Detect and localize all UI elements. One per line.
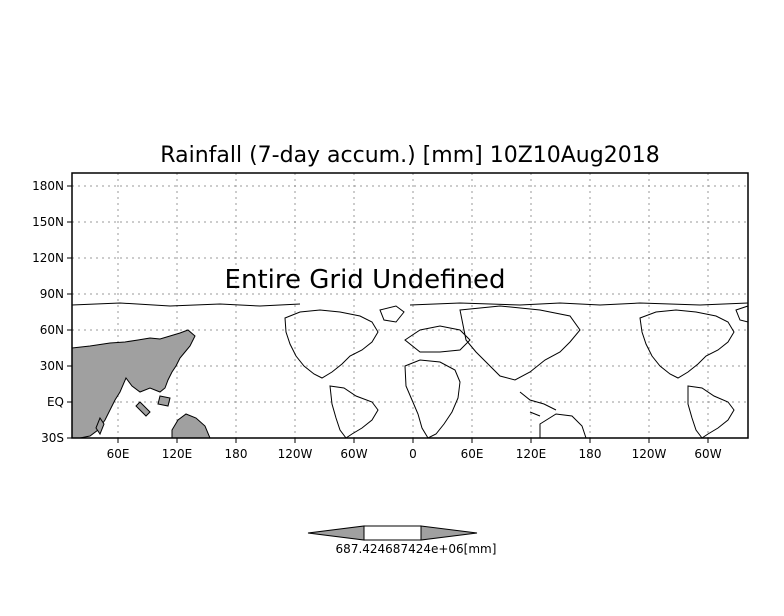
y-tick-label: 150N bbox=[32, 215, 64, 229]
x-tick-label: 180 bbox=[579, 447, 602, 461]
x-tick-label: 120W bbox=[278, 447, 313, 461]
map-title: Rainfall (7-day accum.) [mm] 10Z10Aug201… bbox=[160, 143, 659, 168]
x-tick-label: 120E bbox=[162, 447, 193, 461]
x-tick-label: 60E bbox=[461, 447, 484, 461]
colorbar-label: 687.424687424e+06[mm] bbox=[336, 542, 497, 556]
africa-outline bbox=[404, 359, 461, 439]
colorbar-left-arrow bbox=[307, 525, 365, 541]
map-frame bbox=[71, 172, 749, 439]
shaded-borneo bbox=[157, 395, 171, 407]
north-coast-east bbox=[409, 302, 749, 306]
north-america-outline-1 bbox=[284, 309, 379, 379]
y-tick-label: EQ bbox=[47, 395, 64, 409]
south-america-outline-2 bbox=[687, 385, 735, 439]
y-tick-label: 60N bbox=[40, 323, 64, 337]
x-tick-label: 120W bbox=[632, 447, 667, 461]
colorbar-right-arrow bbox=[420, 525, 478, 541]
x-tick-label: 60W bbox=[694, 447, 721, 461]
x-tick-label: 0 bbox=[409, 447, 417, 461]
se-asia-islands bbox=[519, 391, 557, 417]
shaded-sumatra bbox=[135, 401, 151, 417]
y-tick-label: 180N bbox=[32, 179, 64, 193]
x-tick-label: 180 bbox=[225, 447, 248, 461]
y-tick-label: 30S bbox=[41, 431, 64, 445]
x-axis-ticks: 60E 120E 180 120W 60W 0 60E 120E 180 120W 60W bbox=[107, 438, 722, 461]
shaded-eurasia-africa bbox=[71, 329, 196, 439]
y-axis-ticks: 180N 150N 120N 90N 60N 30N EQ 30S bbox=[32, 179, 72, 445]
map-area: Entire Grid Undefined bbox=[71, 172, 749, 439]
shaded-madagascar bbox=[95, 416, 105, 436]
undefined-grid-message: Entire Grid Undefined bbox=[225, 265, 506, 295]
y-tick-label: 30N bbox=[40, 359, 64, 373]
north-america-outline-2 bbox=[639, 309, 735, 379]
gridlines bbox=[72, 173, 748, 438]
x-tick-label: 120E bbox=[516, 447, 547, 461]
asia-outline bbox=[459, 305, 581, 381]
europe-outline bbox=[404, 325, 471, 353]
colorbar: 687.424687424e+06[mm] bbox=[307, 525, 497, 556]
x-tick-label: 60W bbox=[340, 447, 367, 461]
colorbar-middle-box bbox=[363, 525, 422, 541]
greenland-outline bbox=[379, 305, 405, 323]
north-coast-west bbox=[71, 302, 301, 307]
x-tick-label: 60E bbox=[107, 447, 130, 461]
south-america-outline-1 bbox=[329, 385, 379, 439]
y-tick-label: 90N bbox=[40, 287, 64, 301]
y-tick-label: 120N bbox=[32, 251, 64, 265]
